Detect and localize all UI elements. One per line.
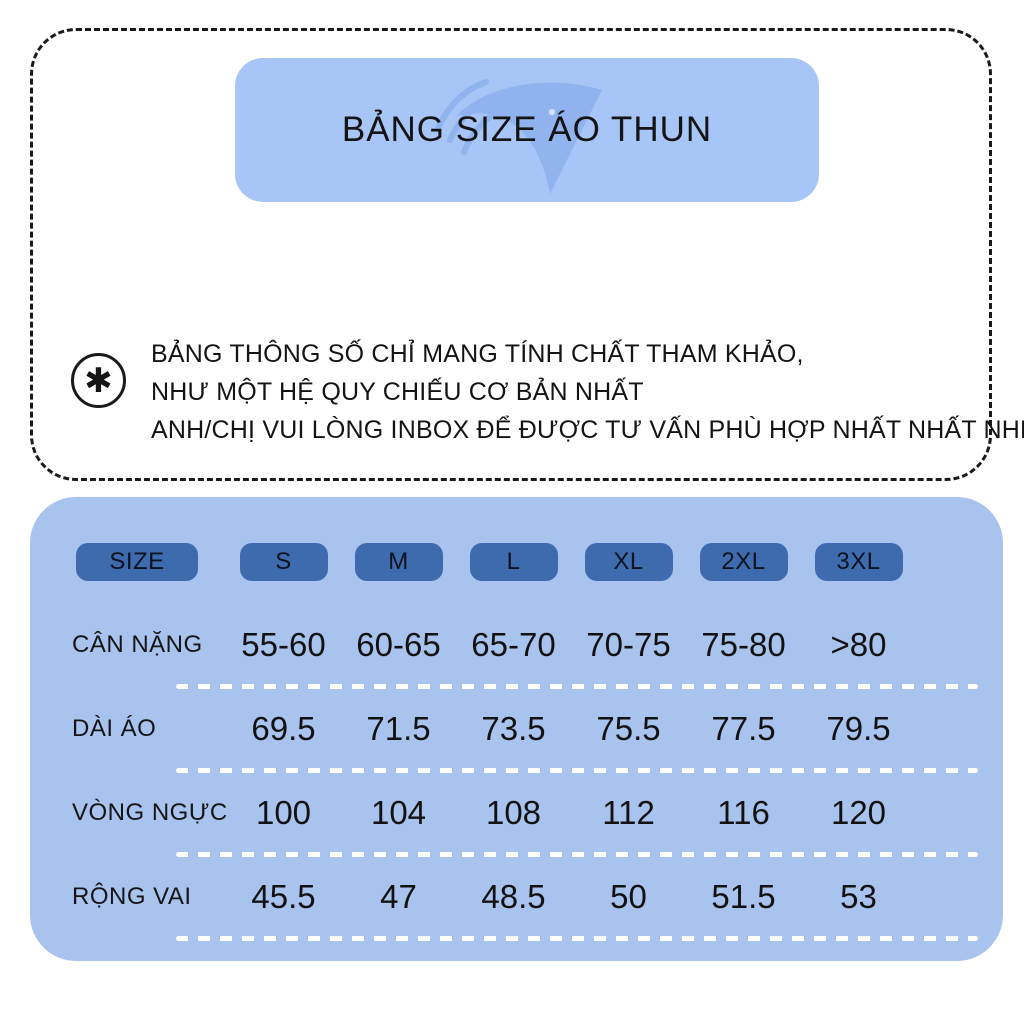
row-label: DÀI ÁO xyxy=(72,715,157,742)
header-panel: BẢNG SIZE ÁO THUN ✱ BẢNG THÔNG SỐ CHỈ MA… xyxy=(30,28,1024,481)
column-header-2xl: 2XL xyxy=(699,543,788,581)
row-label: VÒNG NGỰC xyxy=(72,799,228,826)
column-header-size: SIZE xyxy=(76,543,198,581)
table-cell: 70-75 xyxy=(586,626,671,663)
row-label: RỘNG VAI xyxy=(72,883,192,910)
asterisk-glyph: ✱ xyxy=(84,361,113,400)
table-cell: >80 xyxy=(830,626,887,663)
column-header-m: M xyxy=(354,543,443,581)
table-cell: 120 xyxy=(830,794,887,831)
table-cell: 71.5 xyxy=(366,710,431,747)
table-row-shoulder: RỘNG VAI 45.5 47 48.5 50 51.5 53 xyxy=(48,855,1003,941)
disclaimer-line-3: ANH/CHỊ VUI LÒNG INBOX ĐỂ ĐƯỢC TƯ VẤN PH… xyxy=(151,416,1024,444)
table-cell: 77.5 xyxy=(711,710,776,747)
size-table-header: SIZE S M L XL 2XL 3XL xyxy=(48,543,1003,581)
table-cell: 75-80 xyxy=(701,626,786,663)
table-cell: 51.5 xyxy=(711,878,776,915)
disclaimer-line-2: NHƯ MỘT HỆ QUY CHIẾU CƠ BẢN NHẤT xyxy=(151,378,644,406)
table-cell: 65-70 xyxy=(471,626,556,663)
table-cell: 45.5 xyxy=(251,878,316,915)
column-header-l: L xyxy=(469,543,558,581)
table-cell: 47 xyxy=(380,878,417,915)
table-cell: 69.5 xyxy=(251,710,316,747)
table-cell: 75.5 xyxy=(596,710,661,747)
table-cell: 73.5 xyxy=(481,710,546,747)
table-cell: 116 xyxy=(717,794,770,831)
disclaimer-line-1: BẢNG THÔNG SỐ CHỈ MANG TÍNH CHẤT THAM KH… xyxy=(151,340,804,368)
table-cell: 79.5 xyxy=(826,710,891,747)
table-cell: 104 xyxy=(370,794,427,831)
table-cell: 48.5 xyxy=(481,878,546,915)
column-header-xl: XL xyxy=(584,543,673,581)
table-row-chest: VÒNG NGỰC 100 104 108 112 116 120 xyxy=(48,771,1003,857)
page-title: BẢNG SIZE ÁO THUN xyxy=(341,110,713,149)
table-row-shirt-length: DÀI ÁO 69.5 71.5 73.5 75.5 77.5 79.5 xyxy=(48,687,1003,773)
size-table: SIZE S M L XL 2XL 3XL CÂN NẶNG 55-60 60-… xyxy=(30,497,1003,961)
disclaimer-text: BẢNG THÔNG SỐ CHỈ MANG TÍNH CHẤT THAM KH… xyxy=(151,335,1024,449)
column-header-s: S xyxy=(239,543,328,581)
title-banner: BẢNG SIZE ÁO THUN xyxy=(235,58,819,202)
table-cell: 100 xyxy=(255,794,312,831)
table-cell: 55-60 xyxy=(241,626,326,663)
asterisk-note-icon: ✱ xyxy=(71,353,126,408)
table-cell: 53 xyxy=(840,878,877,915)
table-row-weight: CÂN NẶNG 55-60 60-65 65-70 70-75 75-80 >… xyxy=(48,603,1003,689)
table-cell: 60-65 xyxy=(356,626,441,663)
column-header-3xl: 3XL xyxy=(814,543,903,581)
table-cell: 108 xyxy=(485,794,542,831)
row-label: CÂN NẶNG xyxy=(72,631,203,658)
table-cell: 50 xyxy=(610,878,647,915)
brand-logo-icon xyxy=(435,79,602,194)
table-cell: 112 xyxy=(602,794,655,831)
